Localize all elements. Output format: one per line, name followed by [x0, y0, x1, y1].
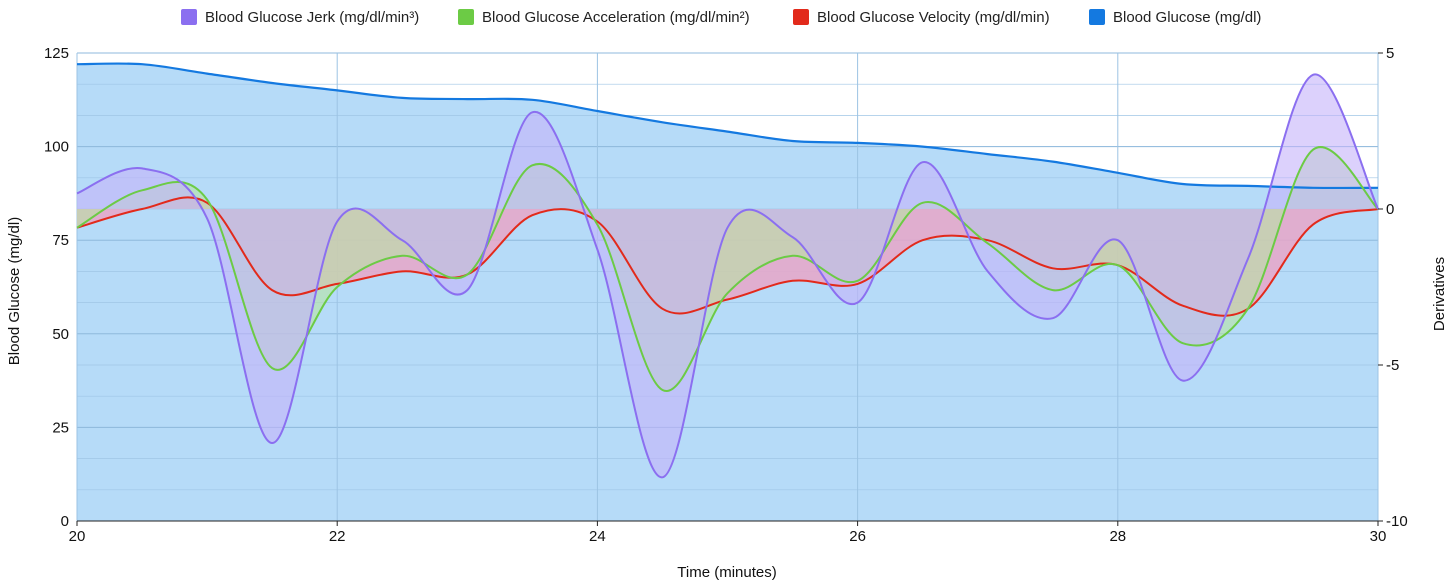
axes: 20 22 24 26 28 30 0 25 50 75 100 125 -10 -5 0 5	[44, 45, 1408, 545]
legend-item-glucose[interactable]: Blood Glucose (mg/dl)	[1089, 9, 1261, 26]
legend-label-velocity: Blood Glucose Velocity (mg/dl/min)	[817, 9, 1050, 26]
y2-axis-title: Derivatives	[1431, 257, 1448, 331]
x-tick-label: 28	[1109, 528, 1126, 545]
legend-swatch-jerk	[181, 9, 197, 25]
y2-tick-label: 5	[1386, 45, 1394, 62]
series-line-jerk	[76, 73, 1379, 479]
y2-tick-label: -5	[1386, 357, 1399, 374]
legend-swatch-velocity	[793, 9, 809, 25]
plot-area	[76, 52, 1379, 522]
y-axis-title: Blood Glucose (mg/dl)	[6, 217, 23, 365]
y-tick-label: 50	[52, 326, 69, 343]
x-tick-label: 22	[329, 528, 346, 545]
x-tick-label: 24	[589, 528, 606, 545]
y2-tick-label: 0	[1386, 201, 1394, 218]
legend-label-glucose: Blood Glucose (mg/dl)	[1113, 9, 1261, 26]
y-tick-label: 0	[61, 513, 69, 530]
legend-label-acceleration: Blood Glucose Acceleration (mg/dl/min²)	[482, 9, 750, 26]
y-tick-label: 125	[44, 45, 69, 62]
series-line-acceleration	[76, 146, 1379, 392]
legend-label-jerk: Blood Glucose Jerk (mg/dl/min³)	[205, 9, 419, 26]
legend-swatch-glucose	[1089, 9, 1105, 25]
y2-tick-label: -10	[1386, 513, 1408, 530]
legend-swatch-acceleration	[458, 9, 474, 25]
series-line-glucose	[76, 62, 1379, 190]
legend-item-acceleration[interactable]: Blood Glucose Acceleration (mg/dl/min²)	[458, 9, 750, 26]
x-tick-label: 20	[69, 528, 86, 545]
x-axis-title: Time (minutes)	[677, 564, 776, 581]
y-tick-label: 75	[52, 232, 69, 249]
x-tick-label: 30	[1370, 528, 1387, 545]
y-tick-label: 25	[52, 419, 69, 436]
series-line-velocity	[76, 196, 1379, 317]
legend-item-jerk[interactable]: Blood Glucose Jerk (mg/dl/min³)	[181, 9, 419, 26]
x-tick-label: 26	[849, 528, 866, 545]
legend: Blood Glucose Jerk (mg/dl/min³) Blood Gl…	[181, 9, 1261, 26]
y-tick-label: 100	[44, 139, 69, 156]
series-area-acceleration	[77, 147, 1378, 392]
legend-item-velocity[interactable]: Blood Glucose Velocity (mg/dl/min)	[793, 9, 1050, 26]
